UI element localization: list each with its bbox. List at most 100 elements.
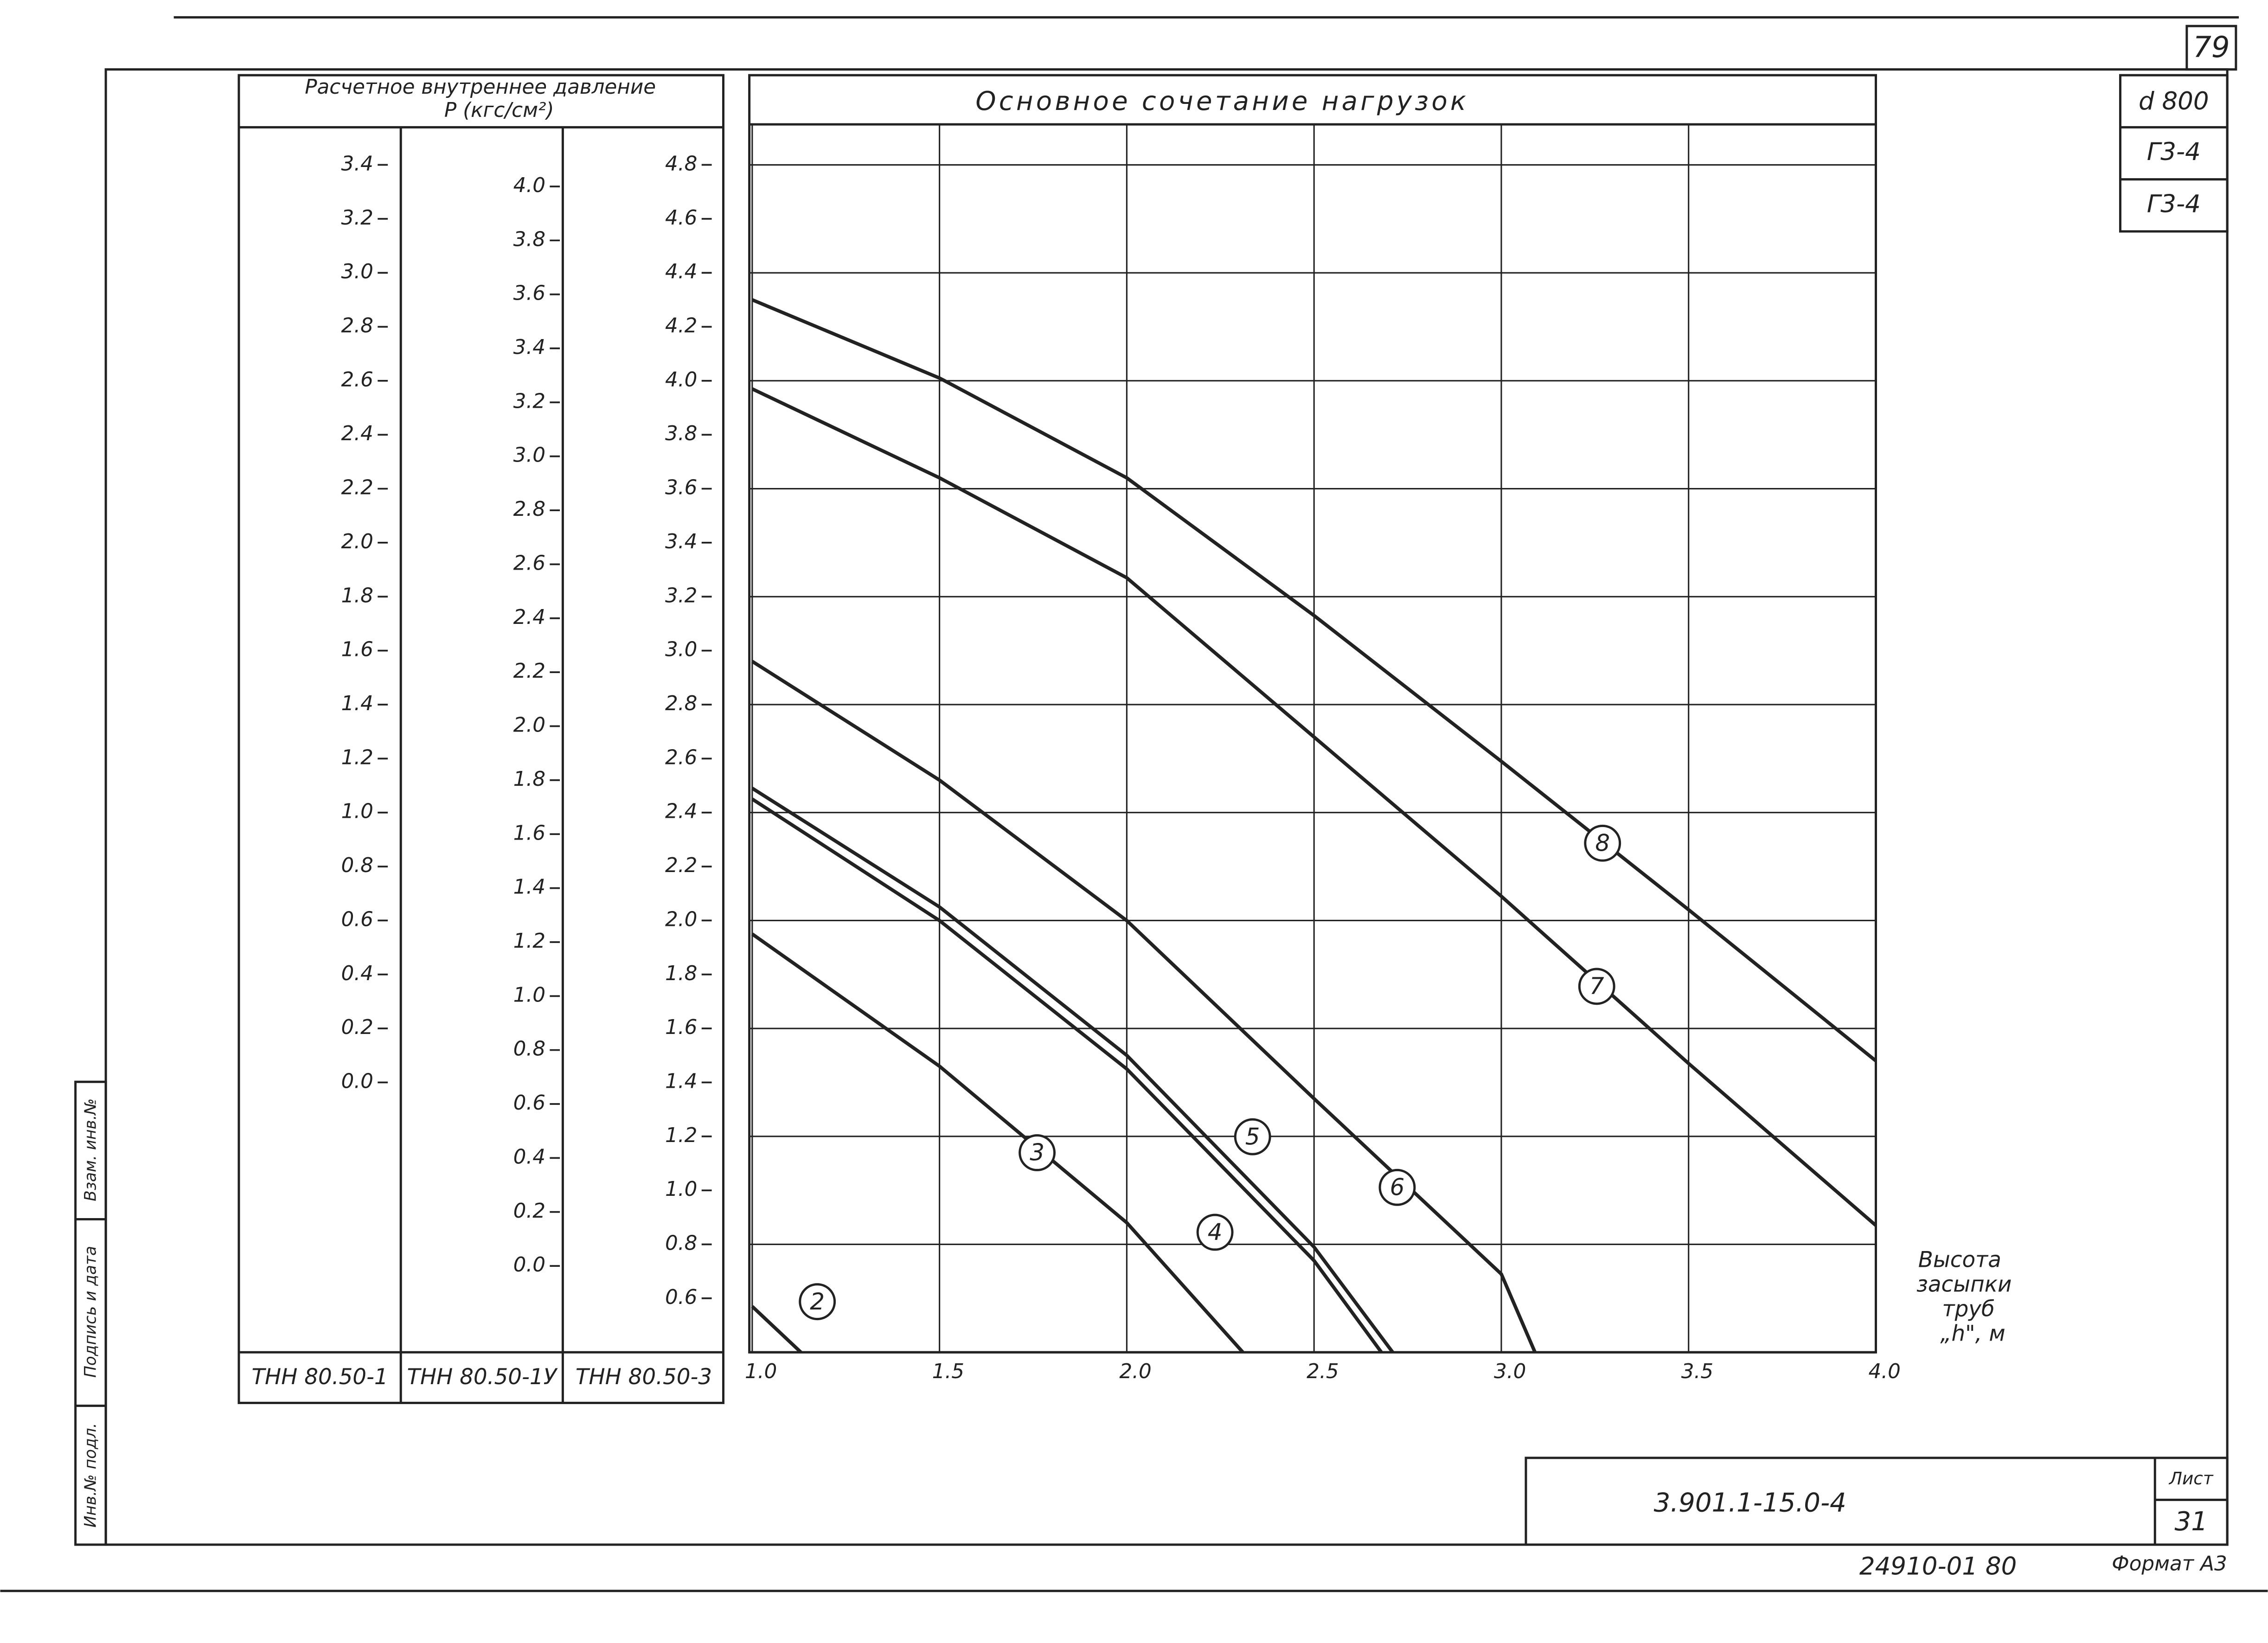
y-tick-label: 1.0	[513, 983, 545, 1007]
y-tick-label: 0.8	[665, 1232, 697, 1255]
y-tick-label: 1.0	[665, 1177, 697, 1201]
y-tick-label: 0.6	[513, 1091, 545, 1115]
curve	[751, 387, 1877, 1227]
y-tick-label: 0.4	[513, 1145, 545, 1168]
curve-label-circle	[1584, 824, 1621, 862]
y-tick-label: 1.6	[341, 638, 373, 661]
sheet-label: Лист	[2168, 1468, 2214, 1489]
y-tick-label: 2.4	[513, 605, 545, 629]
x-tick-label: 3.5	[1681, 1360, 1713, 1383]
y-tick-label: 1.6	[665, 1015, 697, 1039]
y-tick-label: 4.6	[665, 206, 697, 230]
side-field: Инв.№ подл.	[81, 1423, 100, 1528]
curve	[751, 660, 1537, 1353]
y-tick-label: 0.6	[665, 1285, 697, 1309]
y-tick-label: 0.0	[513, 1253, 545, 1277]
y-tick-label: 0.8	[513, 1037, 545, 1061]
stamp-cell: d 800	[2139, 87, 2209, 116]
curve	[751, 797, 1383, 1354]
y-tick-label: 4.2	[665, 314, 697, 337]
side-field: Подпись и дата	[81, 1246, 100, 1378]
y-tick-label: 4.0	[665, 368, 697, 391]
y-tick-label: 2.8	[341, 314, 373, 337]
y-tick-label: 3.2	[513, 389, 545, 413]
y-tick-label: 1.4	[513, 875, 545, 899]
y-tick-label: 2.4	[665, 800, 697, 823]
curve-label-circle	[1578, 968, 1615, 1005]
curve-label-circle	[1378, 1168, 1416, 1206]
y-label: P (кгс/см²)	[444, 98, 554, 122]
y-tick-label: 4.0	[513, 173, 545, 197]
curve	[751, 1305, 802, 1354]
legend-label: 4	[1208, 1219, 1223, 1245]
curve-label-circle	[799, 1283, 836, 1321]
y-tick-label: 3.8	[665, 422, 697, 445]
y-tick-label: 3.0	[341, 260, 373, 283]
y-tick-label: 3.2	[665, 584, 697, 607]
archive-code: 24910-01 80	[1859, 1553, 2017, 1581]
y-tick-label: 1.6	[513, 821, 545, 845]
y-tick-label: 0.0	[341, 1070, 373, 1093]
y-tick-label: 3.0	[665, 638, 697, 661]
y-tick-label: 0.8	[341, 854, 373, 877]
y-tick-label: 1.8	[665, 962, 697, 985]
x-label: „h", м	[1940, 1321, 2005, 1346]
y-tick-label: 2.6	[665, 745, 697, 769]
sheet-number: 31	[2175, 1507, 2208, 1537]
x-tick-label: 4.0	[1869, 1360, 1901, 1383]
stamp-cell: Г3-4	[2147, 138, 2201, 166]
curve-label-circle	[1234, 1118, 1271, 1155]
side-field: Взам. инв.№	[81, 1098, 100, 1201]
y-tick-label: 3.4	[513, 335, 545, 359]
y-tick-label: 1.2	[665, 1123, 697, 1147]
legend-label: 2	[810, 1288, 825, 1315]
axis-name: ТНН 80.50-1У	[407, 1365, 557, 1390]
y-tick-label: 1.0	[341, 800, 373, 823]
y-tick-label: 3.6	[513, 282, 545, 305]
y-tick-label: 2.0	[665, 907, 697, 931]
y-tick-label: 1.8	[513, 767, 545, 791]
y-tick-label: 0.2	[341, 1015, 373, 1039]
legend-label: 7	[1589, 973, 1604, 1000]
designation: 3.901.1-15.0-4	[1654, 1488, 1846, 1518]
y-tick-label: 4.4	[665, 260, 697, 283]
y-tick-label: 0.4	[341, 962, 373, 985]
y-tick-label: 3.4	[341, 152, 373, 175]
frame	[0, 16, 2268, 1592]
x-label: засыпки	[1916, 1272, 2012, 1297]
x-tick-label: 2.0	[1119, 1360, 1151, 1383]
curve	[751, 298, 1877, 1062]
curve-label-circle	[1019, 1134, 1056, 1171]
y-tick-label: 2.0	[341, 530, 373, 553]
y-tick-label: 2.0	[513, 713, 545, 737]
y-tick-label: 2.2	[513, 659, 545, 683]
y-tick-label: 2.8	[513, 497, 545, 521]
axis-name: ТНН 80.50-1	[251, 1365, 388, 1390]
y-tick-label: 1.4	[665, 1070, 697, 1093]
y-tick-label: 0.6	[341, 907, 373, 931]
page-number: 79	[2193, 30, 2230, 64]
y-tick-label: 3.0	[513, 443, 545, 467]
legend-label: 3	[1030, 1139, 1044, 1166]
x-tick-label: 1.0	[745, 1360, 777, 1383]
x-label: труб	[1942, 1296, 1994, 1322]
y-tick-label: 1.4	[341, 692, 373, 715]
y-tick-label: 1.2	[341, 745, 373, 769]
y-tick-label: 2.2	[665, 854, 697, 877]
legend-label: 6	[1390, 1174, 1405, 1200]
curve-label-circle	[1196, 1213, 1234, 1251]
axis-name: ТНН 80.50-3	[576, 1365, 712, 1390]
legend-label: 5	[1245, 1123, 1260, 1150]
y-tick-label: 3.8	[513, 227, 545, 251]
y-tick-label: 2.8	[665, 692, 697, 715]
format: Формат А3	[2112, 1552, 2227, 1576]
y-tick-label: 3.6	[665, 476, 697, 500]
curve	[751, 787, 1394, 1354]
y-tick-label: 4.8	[665, 152, 697, 175]
x-tick-label: 2.5	[1307, 1360, 1339, 1383]
y-tick-label: 2.6	[341, 368, 373, 391]
y-tick-label: 3.2	[341, 206, 373, 230]
y-tick-label: 2.4	[341, 422, 373, 445]
